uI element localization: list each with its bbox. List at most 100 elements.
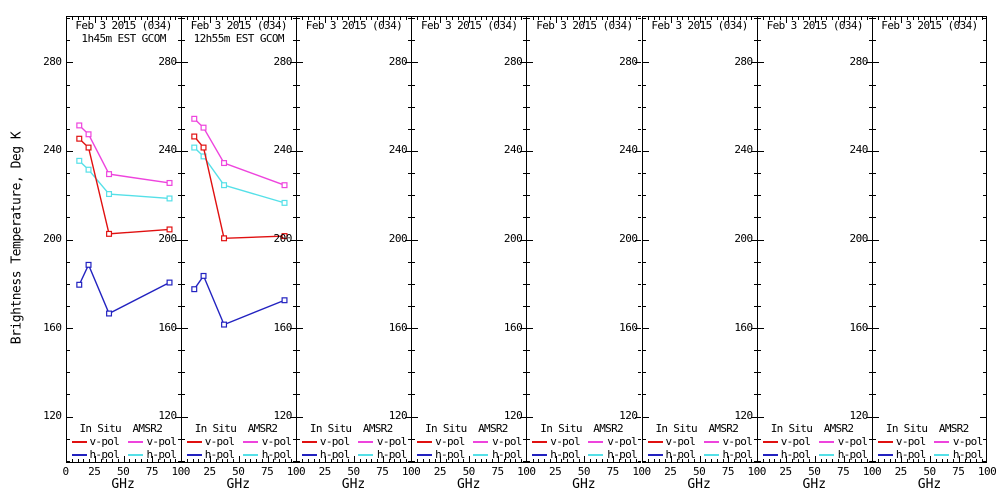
data-point-marker: [166, 179, 173, 186]
y-axis-tick: [412, 62, 419, 64]
x-axis-tick: [428, 458, 430, 462]
x-axis-tick: [204, 16, 206, 20]
x-axis-tick: [590, 16, 592, 20]
y-axis-tick: [868, 305, 872, 307]
y-axis-tick: [408, 40, 412, 42]
x-axis-tick: [688, 16, 690, 20]
x-axis-tick: [693, 458, 695, 462]
y-tick-label: 240: [503, 143, 523, 157]
x-axis-tick: [837, 458, 839, 462]
y-axis-tick: [638, 106, 642, 108]
y-axis-tick: [527, 372, 531, 374]
x-axis-tick: [83, 16, 85, 20]
y-axis-tick: [642, 438, 646, 440]
series-line: [78, 124, 170, 184]
legend-entry-label: v-pol: [204, 434, 235, 448]
x-axis-tick: [849, 16, 851, 20]
y-axis-tick: [520, 416, 527, 418]
x-tick-label: 100: [517, 464, 536, 478]
x-axis-tick: [855, 16, 857, 20]
legend-line-swatch: [127, 440, 143, 443]
x-axis-tick: [353, 455, 355, 462]
x-axis-unit-label: GHz: [572, 476, 596, 492]
x-axis-tick: [77, 458, 79, 462]
y-axis-tick: [177, 173, 181, 175]
x-axis-tick: [814, 455, 816, 462]
x-axis-tick: [146, 16, 148, 20]
x-axis-tick: [359, 458, 361, 462]
y-axis-tick: [296, 40, 300, 42]
y-axis-tick: [638, 40, 642, 42]
legend-line-swatch: [127, 453, 143, 456]
panel-subtitle: 1h45m EST GCOM: [81, 31, 166, 45]
y-axis-tick: [66, 261, 70, 263]
y-axis-tick: [405, 239, 412, 241]
x-axis-tick: [353, 16, 355, 23]
panel-title: Feb 3 2015 (034): [881, 18, 978, 32]
legend-entry-label: h-pol: [146, 447, 177, 461]
x-axis-tick: [446, 16, 448, 20]
x-axis-tick: [307, 458, 309, 462]
y-axis-tick: [292, 283, 296, 285]
x-axis-tick: [832, 16, 834, 20]
y-axis-tick: [177, 261, 181, 263]
y-axis-tick: [757, 460, 761, 462]
y-tick-label: 120: [734, 409, 753, 423]
x-axis-tick: [417, 16, 419, 20]
y-axis-tick: [296, 416, 303, 418]
y-axis-tick: [292, 195, 296, 197]
y-axis-tick: [642, 350, 646, 352]
x-axis-tick: [348, 458, 350, 462]
x-axis-tick: [618, 458, 620, 462]
y-axis-tick: [868, 438, 872, 440]
y-axis-tick: [527, 195, 531, 197]
x-axis-tick: [572, 16, 574, 20]
y-axis-tick: [523, 261, 527, 263]
legend-entry-label: v-pol: [146, 434, 177, 448]
y-axis-tick: [983, 283, 987, 285]
x-axis-tick: [739, 458, 741, 462]
y-axis-tick: [66, 128, 70, 130]
y-axis-tick: [66, 150, 73, 152]
y-axis-tick: [412, 305, 416, 307]
x-axis-tick: [549, 458, 551, 462]
x-axis-tick: [860, 16, 862, 20]
x-axis-tick: [244, 458, 246, 462]
data-series-plot: [75, 121, 173, 317]
y-axis-tick: [181, 460, 185, 462]
y-axis-tick: [292, 438, 296, 440]
x-axis-tick: [423, 458, 425, 462]
x-axis-tick: [901, 455, 903, 462]
y-axis-tick: [753, 261, 757, 263]
y-tick-label: 240: [158, 143, 177, 157]
legend-line-swatch: [301, 440, 317, 443]
y-axis-tick: [177, 372, 181, 374]
legend-line-swatch: [703, 440, 719, 443]
x-axis-tick: [474, 458, 476, 462]
x-axis-tick: [734, 16, 736, 20]
x-axis-tick: [112, 16, 114, 20]
x-axis-tick: [215, 16, 217, 20]
y-axis-tick: [638, 18, 642, 20]
x-axis-tick: [325, 455, 327, 462]
y-axis-tick: [757, 173, 761, 175]
y-axis-tick: [750, 328, 757, 329]
x-tick-label: 75: [836, 464, 850, 478]
y-axis-tick: [292, 173, 296, 175]
x-axis-tick: [976, 16, 978, 20]
x-tick-label: 25: [894, 464, 908, 478]
plot-panel: Feb 3 2015 (034) In Situ v-pol h-pol AMSR2 v-…: [295, 15, 412, 463]
y-axis-tick: [872, 438, 876, 440]
y-axis-tick: [642, 372, 646, 374]
legend-line-swatch: [357, 453, 373, 456]
legend-line-swatch: [647, 440, 663, 443]
x-axis-tick: [624, 458, 626, 462]
x-axis-tick: [377, 16, 379, 20]
y-axis-tick: [181, 150, 188, 152]
x-tick-label: 100: [747, 464, 767, 478]
data-point-marker: [220, 181, 227, 188]
y-axis-tick: [983, 40, 987, 42]
y-axis-tick: [181, 62, 188, 64]
x-axis-tick: [261, 16, 263, 20]
legend: In Situ v-pol h-pol AMSR2 v-pol h-pol: [182, 17, 296, 462]
